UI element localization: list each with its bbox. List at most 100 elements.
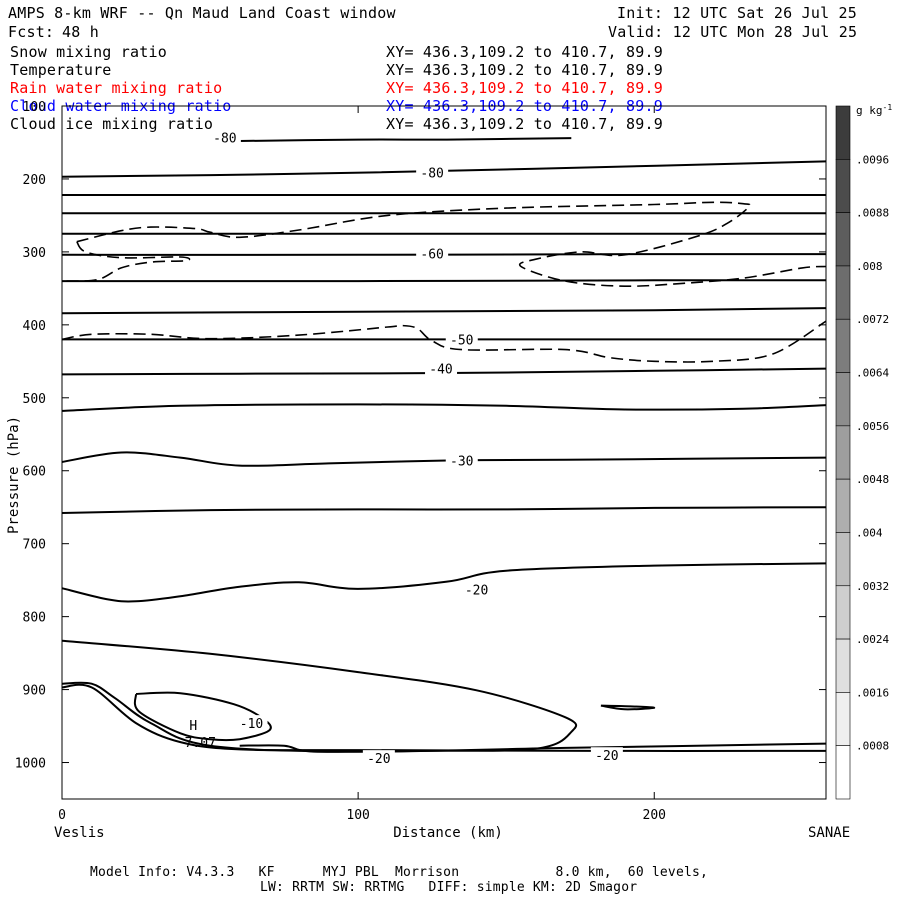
contour-label: -30 — [450, 455, 473, 470]
colorbar-unit-exponent: -1 — [883, 103, 893, 112]
temperature-contour — [61, 639, 578, 753]
y-tick-label: 100 — [23, 100, 46, 115]
colorbar-swatch — [835, 585, 851, 640]
y-tick-label: 700 — [23, 538, 46, 553]
x-end-label: SANAE — [808, 825, 850, 841]
contour-label-bg — [235, 715, 268, 731]
colorbar-tick-label: .008 — [856, 260, 883, 273]
contour-label: -50 — [450, 333, 473, 348]
contour-label: -20 — [595, 749, 618, 764]
cloud-ice-contour — [76, 201, 827, 288]
colorbar-tick-label: .0032 — [856, 580, 889, 593]
cloud-ice-contour — [61, 241, 191, 282]
field-xy-temperature: XY= 436.3,109.2 to 410.7, 89.9 — [386, 61, 663, 79]
contour-label: -10 — [240, 717, 263, 732]
plot-frame — [61, 105, 827, 800]
contour-label-bg — [362, 750, 395, 766]
field-name-rain: Rain water mixing ratio — [10, 79, 223, 97]
colorbar-tick-label: .0008 — [856, 740, 889, 753]
colorbar-swatch — [835, 159, 851, 213]
y-tick-label: 800 — [23, 611, 46, 626]
colorbar-tick-label: .0056 — [856, 420, 889, 433]
high-marker: H — [189, 719, 197, 734]
cloud-ice-contour — [61, 320, 827, 363]
x-tick-label: 100 — [346, 808, 369, 823]
colorbar-swatch — [835, 425, 851, 480]
contour-label-bg — [208, 129, 241, 145]
colorbar-swatch — [835, 318, 851, 373]
colorbar-swatch — [835, 478, 851, 533]
y-tick-label: 500 — [23, 392, 46, 407]
y-tick-label: 300 — [23, 246, 46, 261]
contour-label-bg — [445, 452, 478, 468]
contour-label-bg — [416, 164, 449, 180]
colorbar-unit: g kg-1 — [856, 103, 892, 117]
temperature-contour — [133, 691, 272, 742]
axes: 100 200 300 400 500 600 700 800 900 1000 0 100 200 — [15, 100, 827, 823]
valid-time: Valid: 12 UTC Mon 28 Jul 25 — [608, 23, 858, 41]
colorbar-tick-label: .0096 — [856, 153, 889, 166]
field-xy-cloud-ice: XY= 436.3,109.2 to 410.7, 89.9 — [386, 115, 663, 133]
y-tick-label: 900 — [23, 684, 46, 699]
contour-label: -20 — [367, 752, 390, 767]
forecast-label: Fcst: — [8, 23, 55, 41]
temperature-contour — [61, 253, 827, 256]
colorbar-tick-label: .0064 — [856, 367, 889, 380]
temperature-contour — [61, 562, 827, 603]
colorbar-tick-label: .0024 — [856, 633, 889, 646]
y-tick-label: 600 — [23, 465, 46, 480]
colorbar-tick-label: .004 — [856, 526, 883, 539]
temperature-contour — [61, 403, 827, 412]
field-xy-snow: XY= 436.3,109.2 to 410.7, 89.9 — [386, 43, 663, 61]
colorbar-swatch — [835, 692, 851, 746]
contour-labels: -80 -80 -60 -50 -40 -30 -20 -10 -20 -20 H 7.07 — [185, 129, 623, 767]
y-tick-label: 400 — [23, 319, 46, 334]
contour-label: -20 — [465, 584, 488, 599]
contour-label: -60 — [420, 247, 443, 262]
colorbar-swatch — [835, 532, 851, 587]
temperature-contour — [600, 704, 656, 711]
contour-layer — [61, 137, 827, 753]
footer-model-info: Model Info: V4.3.3 KF MYJ PBL Morrison 8… — [90, 865, 709, 880]
x-start-label: Veslis — [54, 825, 105, 841]
colorbar-swatch — [835, 265, 851, 320]
figure-title: AMPS 8-km WRF -- Qn Maud Land Coast wind… — [8, 4, 396, 22]
contour-label-bg — [425, 360, 458, 376]
contour-label-bg — [416, 245, 449, 261]
footer-physics-info: LW: RRTM SW: RRTMG DIFF: simple KM: 2D S… — [260, 880, 638, 895]
x-tick-label: 0 — [58, 808, 66, 823]
colorbar: .0096 .0088 .008 .0072 .0064 .0056 .0048 .004 .0… — [835, 103, 892, 800]
temperature-contour — [61, 279, 827, 283]
field-name-cloud-ice: Cloud ice mixing ratio — [10, 115, 214, 133]
temperature-contour — [61, 506, 827, 514]
colorbar-tick-label: .0048 — [856, 473, 889, 486]
colorbar-swatch — [835, 212, 851, 267]
field-name-snow: Snow mixing ratio — [10, 43, 167, 61]
init-time: Init: 12 UTC Sat 26 Jul 25 — [617, 4, 857, 22]
contour-label-bg — [445, 331, 478, 347]
colorbar-swatch — [835, 372, 851, 427]
high-marker-value: 7.07 — [185, 736, 216, 751]
colorbar-tick-label: .0072 — [856, 313, 889, 326]
temperature-contour — [61, 307, 827, 315]
contour-label-bg — [590, 747, 623, 763]
x-tick-label: 200 — [643, 808, 666, 823]
contour-label: -80 — [420, 166, 443, 181]
field-xy-rain: XY= 436.3,109.2 to 410.7, 89.9 — [386, 79, 663, 97]
contour-label: -80 — [213, 131, 236, 146]
temperature-contour — [239, 137, 572, 142]
forecast-hour: 48 h — [62, 23, 99, 41]
contour-label: -40 — [429, 363, 452, 378]
contour-label-bg — [460, 581, 493, 597]
colorbar-swatch — [835, 105, 851, 160]
y-axis-label: Pressure (hPa) — [6, 416, 22, 534]
y-tick-label: 200 — [23, 173, 46, 188]
y-tick-label: 1000 — [15, 757, 46, 772]
colorbar-swatch — [835, 745, 851, 800]
field-name-temperature: Temperature — [10, 61, 112, 79]
x-axis-label: Distance (km) — [393, 825, 503, 841]
colorbar-tick-label: .0088 — [856, 207, 889, 220]
temperature-contour — [61, 683, 827, 752]
